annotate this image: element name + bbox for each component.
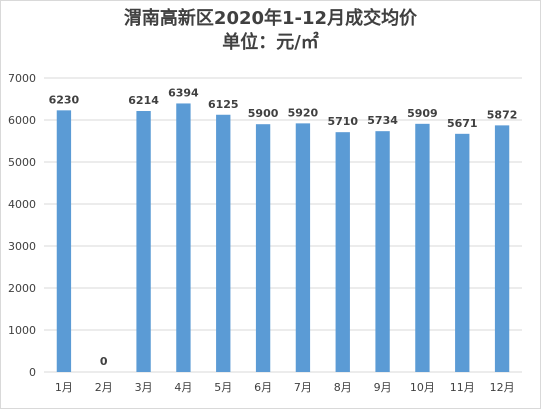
y-tick-label: 4000 xyxy=(8,198,36,211)
x-tick-label: 10月 xyxy=(410,381,435,394)
x-tick-label: 5月 xyxy=(214,381,232,394)
bar-value-label: 6394 xyxy=(168,86,199,99)
bars xyxy=(56,103,510,373)
bar-value-label: 5710 xyxy=(327,115,358,128)
bar xyxy=(56,110,72,372)
x-tick-label: 7月 xyxy=(294,381,312,394)
bar xyxy=(176,103,191,373)
bar xyxy=(216,114,231,372)
bar-value-label: 6125 xyxy=(208,98,239,111)
bar-value-label: 5909 xyxy=(407,107,438,120)
x-tick-label: 6月 xyxy=(254,381,272,394)
bar xyxy=(295,123,311,372)
y-tick-label: 2000 xyxy=(8,282,36,295)
bar-value-label: 5920 xyxy=(288,106,319,119)
bar xyxy=(455,133,470,372)
bar xyxy=(375,131,390,372)
bar xyxy=(335,132,350,372)
bar xyxy=(255,124,271,372)
x-tick-label: 3月 xyxy=(135,381,153,394)
bar-value-label: 6214 xyxy=(128,94,159,107)
x-tick-label: 8月 xyxy=(334,381,352,394)
y-tick-label: 3000 xyxy=(8,240,36,253)
x-tick-label: 1月 xyxy=(55,381,73,394)
y-axis: 0 1000 2000 3000 4000 5000 6000 7000 xyxy=(8,72,36,379)
bar xyxy=(415,123,430,373)
y-tick-label: 7000 xyxy=(8,72,36,85)
y-tick-label: 5000 xyxy=(8,156,36,169)
bar xyxy=(136,111,151,373)
chart-subtitle: 单位：元/㎡ xyxy=(222,32,319,53)
x-tick-label: 9月 xyxy=(374,381,392,394)
bar-value-label: 5872 xyxy=(487,108,518,121)
bar-value-label: 5900 xyxy=(248,107,279,120)
y-tick-label: 0 xyxy=(29,366,36,379)
x-tick-label: 2月 xyxy=(95,381,113,394)
bar-value-label: 5734 xyxy=(367,114,398,127)
bar xyxy=(494,125,510,372)
x-axis: 1月 2月 3月 4月 5月 6月 7月 8月 9月 10月 11月 12月 xyxy=(55,381,515,394)
x-tick-label: 12月 xyxy=(490,381,515,394)
x-tick-label: 11月 xyxy=(450,381,475,394)
y-tick-label: 6000 xyxy=(8,114,36,127)
chart-title: 渭南高新区2020年1-12月成交均价 xyxy=(123,8,418,29)
data-labels: 6230 0 6214 6394 6125 5900 5920 5710 5734 5909 567… xyxy=(49,86,518,368)
bar-value-label: 5671 xyxy=(447,117,478,130)
bar-value-label: 0 xyxy=(100,355,108,368)
x-tick-label: 4月 xyxy=(174,381,192,394)
y-tick-label: 1000 xyxy=(8,324,36,337)
gridlines xyxy=(44,77,522,373)
bar-value-label: 6230 xyxy=(49,93,80,106)
